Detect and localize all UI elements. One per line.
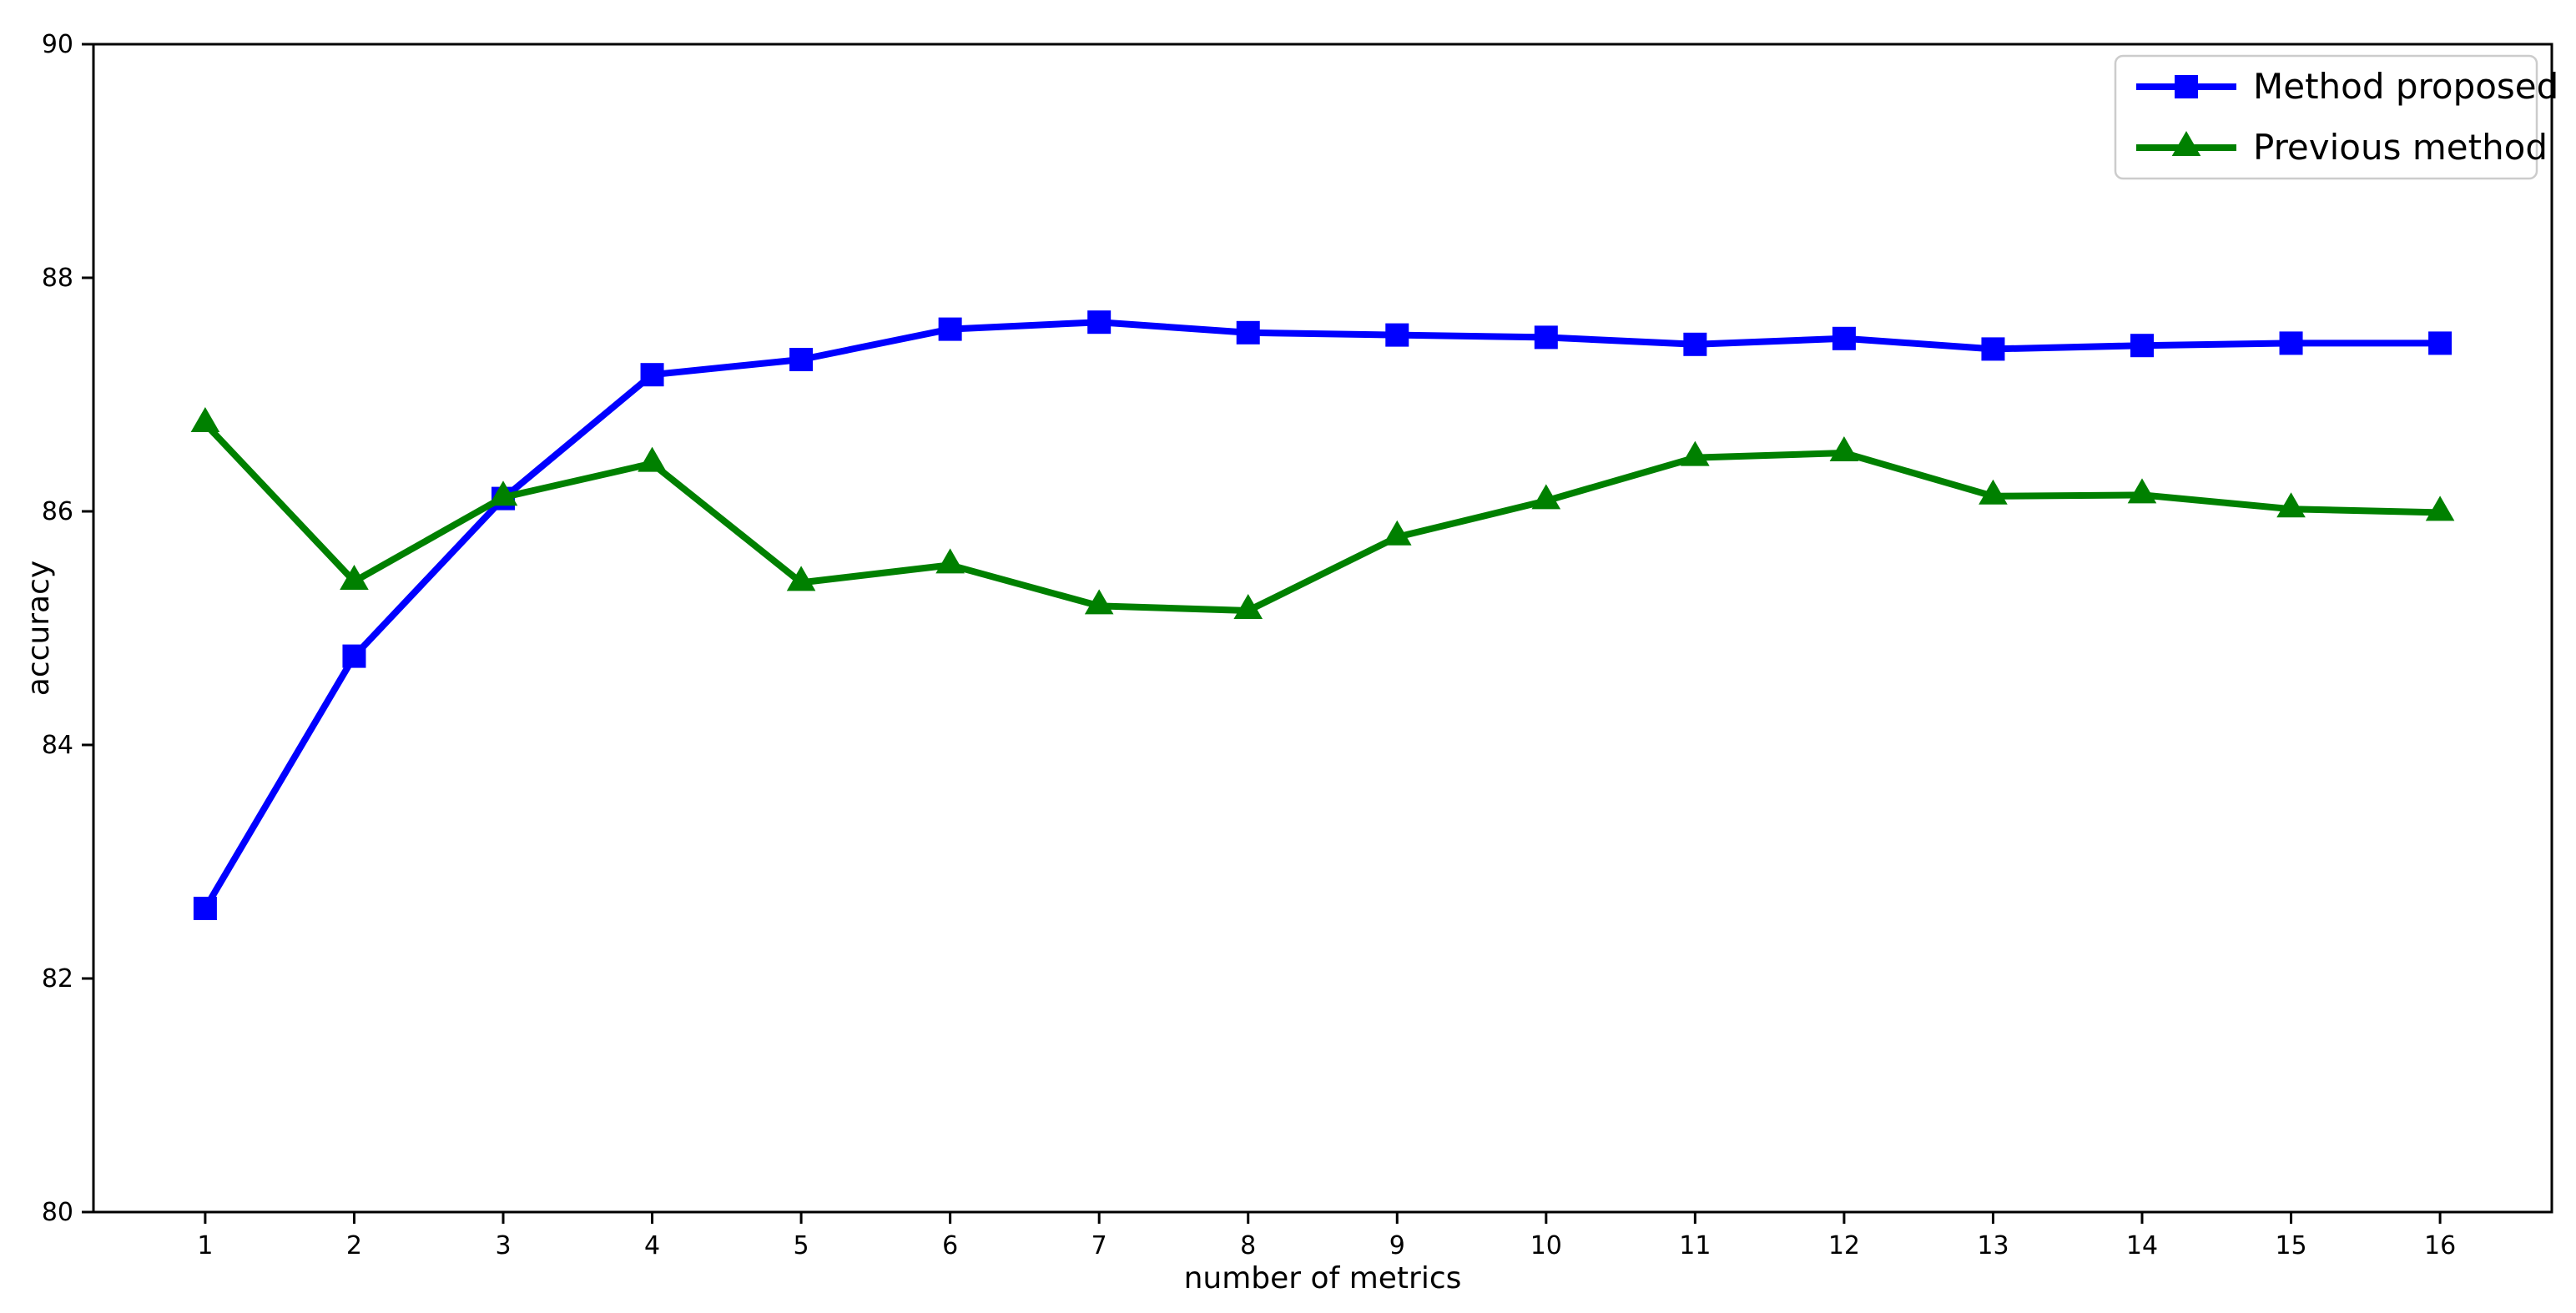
data-point-marker-triangle (2425, 496, 2455, 521)
data-point-marker-triangle (1979, 479, 2008, 505)
y-tick-label: 90 (42, 30, 73, 59)
data-point-marker-triangle (2127, 478, 2157, 504)
x-tick-label: 12 (1828, 1231, 1860, 1260)
series-line (201, 420, 2444, 614)
data-point-marker-triangle (488, 480, 518, 506)
data-point-marker-square (1981, 337, 2005, 361)
y-tick-label: 88 (42, 264, 73, 293)
data-point-marker-square (2279, 331, 2303, 355)
data-point-marker-triangle (1084, 589, 1114, 615)
series-method-proposed (193, 310, 2452, 920)
data-point-marker-square (2130, 334, 2154, 358)
data-point-marker-triangle (1531, 484, 1561, 510)
x-tick-label: 2 (346, 1231, 362, 1260)
legend-item-label: Method proposed (2253, 66, 2558, 107)
data-point-marker-square (789, 348, 814, 371)
data-point-marker-triangle (1681, 440, 1710, 466)
data-point-marker-triangle (638, 446, 667, 472)
x-tick-label: 13 (1977, 1231, 2009, 1260)
y-axis-label: accuracy (22, 561, 56, 696)
x-tick-label: 16 (2424, 1231, 2456, 1260)
y-tick-label: 84 (42, 731, 73, 760)
data-point-marker-square (1087, 310, 1112, 335)
data-point-marker-triangle (2171, 131, 2201, 156)
x-tick-label: 1 (197, 1231, 213, 1260)
plot-border (92, 43, 2553, 1214)
x-tick-label: 6 (942, 1231, 958, 1260)
data-point-marker-square (1236, 320, 1260, 345)
x-tick-label: 10 (1530, 1231, 1562, 1260)
data-point-marker-square (2428, 331, 2452, 355)
x-tick-label: 9 (1389, 1231, 1405, 1260)
series-line (201, 319, 2444, 912)
data-point-marker-triangle (1233, 594, 1263, 619)
series-previous-method (190, 407, 2455, 619)
x-tick-label: 14 (2126, 1231, 2158, 1260)
data-point-marker-square (2175, 75, 2198, 98)
y-tick-label: 82 (42, 964, 73, 994)
x-axis-label: number of metrics (1184, 1261, 1462, 1295)
y-tick-label: 86 (42, 497, 73, 526)
data-point-marker-square (342, 644, 366, 668)
data-point-marker-triangle (340, 565, 369, 590)
x-tick-label: 11 (1679, 1231, 1711, 1260)
data-point-marker-square (938, 317, 962, 341)
legend-item-label: Previous method (2253, 127, 2548, 168)
data-point-marker-square (1534, 325, 1558, 350)
data-point-marker-triangle (1829, 436, 1859, 461)
data-point-marker-triangle (786, 566, 816, 591)
x-tick-label: 8 (1240, 1231, 1256, 1260)
series-layer (190, 310, 2455, 920)
x-tick-label: 5 (794, 1231, 809, 1260)
data-point-marker-triangle (190, 407, 220, 432)
data-point-marker-square (1832, 326, 1856, 350)
data-point-marker-triangle (935, 548, 965, 574)
x-tick-label: 7 (1091, 1231, 1107, 1260)
x-tick-label: 3 (495, 1231, 511, 1260)
legend-item-method-proposed: Method proposed (2136, 66, 2558, 107)
x-tick-label: 4 (644, 1231, 660, 1260)
data-point-marker-triangle (2276, 492, 2306, 518)
data-point-marker-triangle (1382, 520, 1412, 546)
legend: Method proposed Previous method (2114, 54, 2558, 180)
data-point-marker-square (193, 897, 217, 920)
data-point-marker-square (640, 363, 664, 387)
x-tick-label: 15 (2275, 1231, 2306, 1260)
data-point-marker-square (1683, 332, 1707, 356)
y-tick-label: 80 (42, 1198, 73, 1227)
legend-item-previous-method: Previous method (2136, 127, 2548, 168)
data-point-marker-square (1385, 323, 1409, 347)
